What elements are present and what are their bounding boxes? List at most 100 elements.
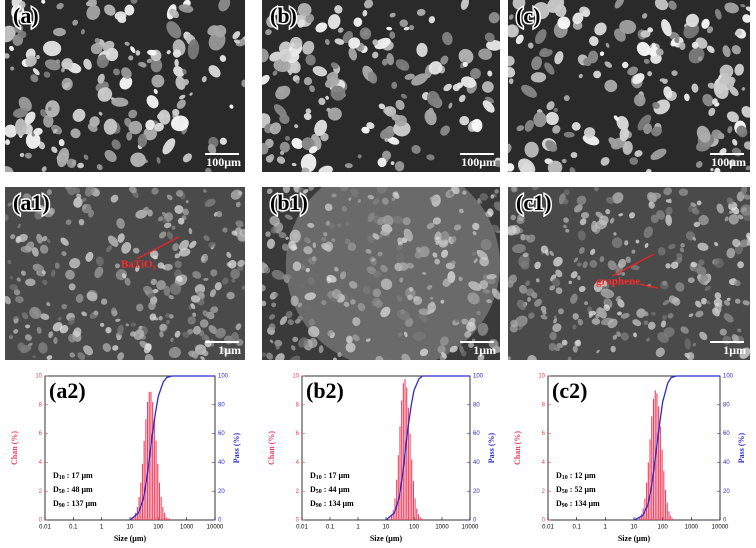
grain [691,83,699,93]
sem-texture [262,187,500,360]
grain [604,79,618,93]
grain [209,289,217,298]
grain [168,294,175,300]
grain [77,352,86,360]
grain [169,283,182,295]
grain [480,239,492,251]
grain [578,285,586,293]
grain [582,9,590,18]
grain [737,328,742,333]
grain [524,119,534,132]
grain [232,31,241,40]
grain [651,312,656,316]
grain [407,294,413,301]
grain [456,82,463,89]
grain [508,163,515,172]
grain [579,247,585,254]
grain [612,192,624,204]
grain [648,201,655,209]
grain [119,76,133,90]
grain [609,217,615,224]
grain [326,107,331,112]
bar [647,462,649,520]
y-tick-label: 6 [542,431,546,437]
grain [702,94,714,107]
grain [61,251,67,257]
grain [390,161,395,166]
y2-tick-label: 60 [473,431,480,437]
grain [298,337,308,348]
grain [460,350,467,357]
grain [75,293,84,303]
grain [5,166,14,172]
grain [141,206,149,217]
x-tick-label: 100 [153,525,164,531]
y-tick-label: 2 [39,489,43,495]
grain [330,62,339,69]
bar [651,416,653,520]
grain [644,242,649,248]
grain [528,42,534,49]
bar [135,512,137,520]
grain [561,158,567,164]
grain [126,131,133,141]
grain [230,331,239,344]
y-tick-label: 4 [296,460,300,466]
stat-value: : 52 μm [570,485,596,494]
grain [396,310,411,321]
grain [613,232,617,236]
grain [326,274,337,283]
grain [555,287,563,295]
grain [655,48,664,56]
y2-tick-label: 0 [723,518,727,524]
grain [726,297,731,301]
grain [189,92,193,96]
grain [630,264,640,271]
bar [389,518,391,520]
grain [221,347,231,355]
grain [511,187,518,193]
bar [150,391,152,520]
grain [451,260,456,266]
grain [174,260,182,268]
panel-label: (b) [270,3,297,28]
grain [442,31,453,46]
grain [688,313,694,317]
grain [486,299,492,304]
grain [441,351,447,359]
grain [728,210,732,214]
grain [174,58,179,68]
grain [124,4,135,16]
stat-symbol: D [556,499,562,508]
x-axis-label: Size (μm) [370,534,403,543]
grain [435,236,439,240]
grain [437,345,446,354]
grain [40,109,47,118]
grain [365,249,372,254]
grain [468,342,475,348]
y-tick-label: 2 [542,489,546,495]
arrow [611,253,655,277]
grain [618,213,624,217]
grain [713,257,724,269]
grain [416,42,428,57]
x-tick-label: 0.1 [69,525,78,531]
grain [552,323,562,333]
grain [124,41,130,46]
grain [374,299,383,308]
grain [380,127,396,140]
grain [588,50,599,64]
grain [395,253,405,263]
grain [633,93,646,107]
annotation: BaTiO₃ [121,258,157,270]
chart: 0.01 0.1 1 10 100 1000 10000024681002040608010… [513,374,746,543]
y2-tick-label: 60 [218,431,225,437]
panel-label: (a2) [49,378,86,403]
grain [301,167,310,172]
y-tick-label: 8 [39,402,43,408]
grain [714,167,721,172]
grain [367,212,375,223]
grain [9,276,13,280]
grain [397,237,404,245]
grain [476,250,480,254]
